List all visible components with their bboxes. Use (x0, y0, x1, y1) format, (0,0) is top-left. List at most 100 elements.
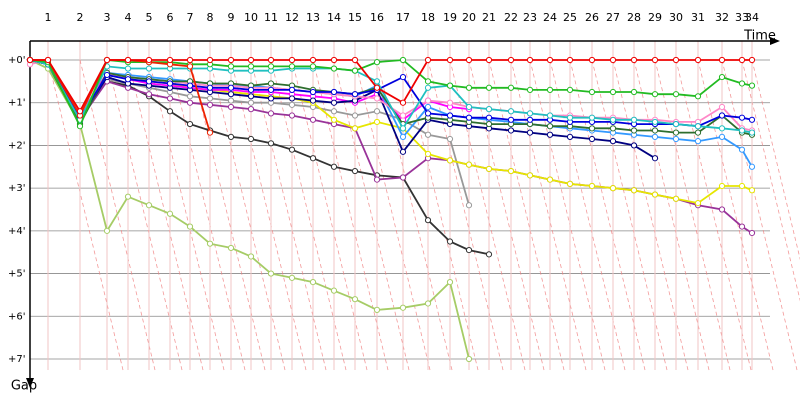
data-point (145, 202, 153, 209)
data-point (465, 103, 473, 111)
data-point (288, 86, 296, 94)
data-point (526, 116, 534, 123)
data-point (373, 78, 381, 85)
data-point (526, 56, 534, 64)
data-point (630, 88, 638, 96)
data-point (124, 65, 132, 72)
data-point (630, 127, 638, 134)
data-point (399, 56, 407, 64)
data-point (718, 56, 726, 64)
data-point (206, 101, 214, 108)
lap-diagonal (751, 59, 800, 261)
data-point (566, 86, 574, 94)
y-tick-label: +1' (8, 98, 26, 109)
data-point (309, 97, 317, 104)
data-point (330, 287, 338, 294)
data-point (399, 112, 407, 119)
data-point (247, 106, 255, 113)
data-point (738, 127, 746, 134)
x-tick-label: 18 (421, 11, 435, 24)
data-point (206, 95, 214, 102)
data-point (247, 99, 255, 106)
data-point (267, 80, 275, 87)
data-point (267, 110, 275, 117)
lap-diagonal (230, 59, 307, 371)
data-point (267, 270, 275, 277)
data-point (227, 63, 235, 70)
data-point (309, 279, 317, 286)
data-point (718, 125, 726, 132)
data-point (186, 63, 194, 70)
data-point (124, 76, 132, 83)
data-point (718, 206, 726, 213)
data-point (309, 88, 317, 96)
data-point (446, 112, 454, 119)
data-point (588, 114, 596, 121)
lap-diagonal (148, 59, 225, 371)
data-point (330, 108, 338, 115)
data-point (748, 129, 756, 136)
x-tick-label: 27 (606, 11, 620, 24)
data-point (718, 103, 726, 111)
data-point (267, 56, 275, 64)
data-point (424, 97, 432, 104)
data-point (330, 56, 338, 64)
data-point (588, 125, 596, 132)
data-point (485, 114, 493, 121)
y-tick-label: +6' (8, 311, 26, 322)
x-tick-label: 3 (104, 11, 111, 24)
data-point (145, 91, 153, 98)
data-point (206, 129, 214, 136)
data-point (748, 163, 756, 170)
data-point (526, 86, 534, 94)
data-point (288, 95, 296, 102)
x-tick-label: 12 (285, 11, 299, 24)
data-point (267, 86, 275, 94)
data-point (446, 157, 454, 164)
data-point (247, 253, 255, 260)
lap-diagonal (488, 59, 565, 371)
data-point (566, 133, 574, 140)
data-point (738, 80, 746, 87)
data-point (672, 91, 680, 98)
data-point (103, 71, 111, 79)
data-point (718, 182, 726, 190)
x-tick-label: 14 (327, 11, 341, 24)
data-point (485, 251, 493, 258)
data-point (718, 112, 726, 119)
data-point (672, 56, 680, 64)
data-point (288, 56, 296, 64)
data-point (206, 56, 214, 64)
data-point (145, 56, 153, 64)
data-point (186, 93, 194, 100)
data-point (424, 78, 432, 85)
y-tick-label: +0' (8, 55, 26, 66)
data-point (399, 174, 407, 181)
data-point (630, 187, 638, 194)
data-point (227, 133, 235, 140)
data-point (288, 101, 296, 108)
data-point (694, 199, 702, 207)
data-point (507, 108, 515, 115)
lap-diagonal (675, 59, 752, 371)
data-point (424, 56, 432, 64)
x-tick-label: 16 (370, 11, 384, 24)
data-point (672, 135, 680, 143)
data-point (588, 182, 596, 190)
data-point (738, 223, 746, 230)
x-tick-label: 33 (735, 11, 749, 24)
data-point (373, 108, 381, 115)
data-point (76, 108, 84, 115)
data-point (267, 95, 275, 102)
x-tick-label: 23 (523, 11, 537, 24)
x-tick-label: 30 (669, 11, 683, 24)
lap-diagonal (654, 59, 731, 371)
lap-diagonal (510, 59, 587, 371)
data-point (309, 155, 317, 162)
data-point (351, 56, 359, 64)
y-tick-label: +7' (8, 354, 26, 365)
data-point (738, 182, 746, 190)
data-point (227, 84, 235, 91)
data-point (546, 112, 554, 119)
x-tick-label: 10 (244, 11, 258, 24)
